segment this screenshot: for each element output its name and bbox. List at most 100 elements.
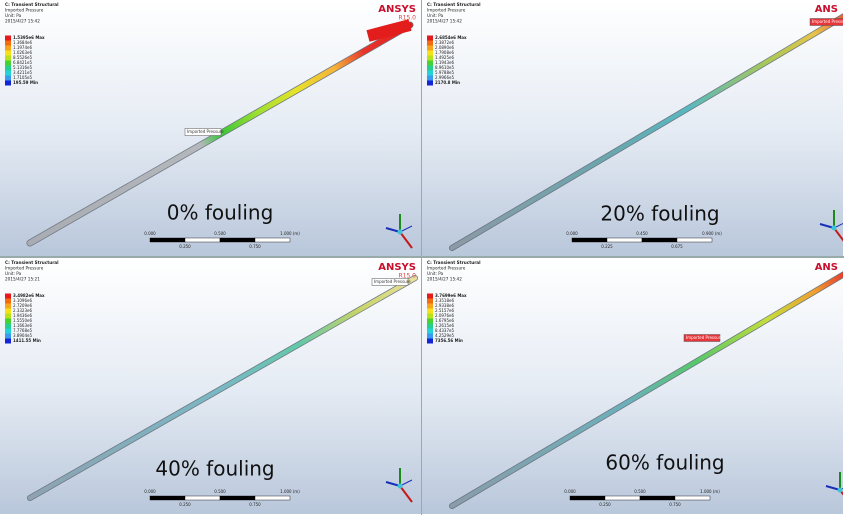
scale-segment (150, 496, 185, 500)
legend-swatch (5, 66, 11, 71)
legend-swatch (5, 334, 11, 339)
legend-swatch (5, 76, 11, 81)
viewport-background (422, 258, 843, 514)
legend-swatch (5, 324, 11, 329)
legend-swatch (5, 329, 11, 334)
scale-segment (220, 496, 255, 500)
probe-label: Imported Pressure (686, 335, 723, 340)
scale-segment (150, 238, 185, 242)
scale-segment (255, 496, 290, 500)
legend-swatch (427, 329, 433, 334)
scale-label: 0.000 (564, 489, 576, 494)
legend-swatch (5, 36, 11, 41)
legend-swatch (427, 299, 433, 304)
scale-label: 0.000 (144, 489, 156, 494)
legend-swatch (427, 309, 433, 314)
legend-swatch (427, 41, 433, 46)
triad-origin (398, 230, 403, 235)
scale-segment (572, 238, 607, 242)
probe-label: Imported Pressure (374, 279, 411, 284)
caption: 20% fouling (600, 202, 719, 226)
legend-swatch (427, 324, 433, 329)
legend-swatch (427, 36, 433, 41)
scale-segment (677, 238, 712, 242)
header-line: Imported Pressure (427, 8, 466, 13)
scale-label: 1.000 (m) (280, 489, 300, 494)
scale-label: 0.675 (671, 244, 683, 249)
legend-swatch (427, 339, 433, 344)
scale-label: 1.000 (m) (280, 231, 300, 236)
legend-swatch (5, 61, 11, 66)
ansys-version: R15.0 (398, 15, 416, 22)
caption: 0% fouling (167, 201, 274, 225)
scale-label: 0.250 (179, 502, 191, 507)
legend-label: 7356.56 Min (435, 338, 463, 343)
scale-label: 0.500 (214, 231, 226, 236)
legend-swatch (5, 314, 11, 319)
header-line: Unit: Pa (427, 13, 444, 18)
viewport: C: Transient Structural Imported Pressure… (0, 0, 421, 256)
triad-origin (838, 488, 843, 493)
scale-segment (570, 496, 605, 500)
scale-label: 0.750 (249, 502, 261, 507)
legend-swatch (427, 81, 433, 86)
header-line: 2015/4/27 15:42 (5, 19, 40, 24)
legend-swatch (5, 294, 11, 299)
scale-segment (607, 238, 642, 242)
legend-label: 195.59 Min (13, 80, 38, 85)
ansys-logo: ANS (815, 4, 838, 15)
legend-swatch (427, 51, 433, 56)
legend-swatch (5, 319, 11, 324)
legend-swatch (5, 41, 11, 46)
header-line: Unit: Pa (427, 271, 444, 276)
caption: 40% fouling (155, 457, 274, 481)
scale-segment (605, 496, 640, 500)
triad-origin (398, 484, 403, 489)
legend-swatch (5, 51, 11, 56)
scale-label: 0.900 (m) (702, 231, 722, 236)
probe-label: Imported Pressure (187, 129, 224, 134)
scale-segment (675, 496, 710, 500)
header-line: C: Transient Structural (5, 2, 59, 7)
header-line: Unit: Pa (5, 13, 22, 18)
scale-segment (642, 238, 677, 242)
legend-swatch (427, 71, 433, 76)
legend-label: 2170.8 Min (435, 80, 460, 85)
legend-swatch (5, 81, 11, 86)
scale-segment (255, 238, 290, 242)
header-line: Imported Pressure (427, 266, 466, 271)
ansys-logo: ANS (815, 262, 838, 273)
header-line: 2015/4/27 15:21 (5, 277, 40, 282)
caption: 60% fouling (605, 451, 724, 475)
legend-label: 1411.55 Min (13, 338, 41, 343)
divider (0, 256, 844, 258)
legend-swatch (5, 309, 11, 314)
header-line: Imported Pressure (5, 266, 44, 271)
legend-swatch (427, 304, 433, 309)
triad-origin (832, 226, 837, 231)
scale-label: 0.500 (634, 489, 646, 494)
legend-swatch (5, 56, 11, 61)
header-line: 2015/4/27 15:42 (427, 277, 462, 282)
legend-swatch (5, 304, 11, 309)
header-line: Unit: Pa (5, 271, 22, 276)
header-line: 2015/4/27 15:42 (427, 19, 462, 24)
scale-label: 0.750 (249, 244, 261, 249)
scale-segment (640, 496, 675, 500)
legend-swatch (427, 46, 433, 51)
ansys-logo: ANSYS (378, 4, 416, 15)
scale-label: 0.500 (214, 489, 226, 494)
scale-label: 0.000 (144, 231, 156, 236)
legend-swatch (5, 46, 11, 51)
legend-swatch (5, 71, 11, 76)
scale-label: 0.750 (669, 502, 681, 507)
legend-swatch (427, 319, 433, 324)
scale-segment (185, 496, 220, 500)
ansys-logo: ANSYS (378, 262, 416, 273)
screenshot: C: Transient StructuralImported Pressure… (0, 0, 844, 515)
legend-swatch (427, 334, 433, 339)
scale-label: 1.000 (m) (700, 489, 720, 494)
header-line: C: Transient Structural (427, 260, 481, 265)
